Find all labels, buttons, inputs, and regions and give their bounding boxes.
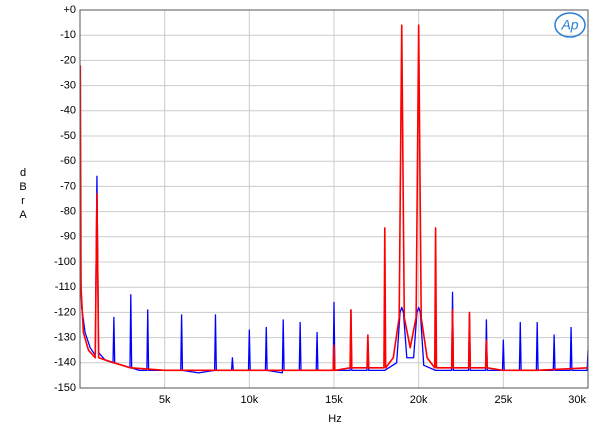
y-tick-label: +0 [63,4,76,16]
spectrum-line [80,175,588,374]
x-tick-label: 5k [159,394,171,406]
y-tick-label: -20 [60,54,76,66]
y-tick-label: -10 [60,29,76,41]
y-axis-label: dBr A [19,167,28,221]
x-tick-label: 15k [325,394,343,406]
y-tick-label: -140 [54,357,76,369]
y-tick-label: -50 [60,130,76,142]
spectrum-line [80,24,588,372]
y-tick-label: -80 [60,206,76,218]
x-axis-label: Hz [328,413,341,425]
y-tick-label: -120 [54,306,76,318]
y-tick-label: -70 [60,180,76,192]
y-tick-label: -30 [60,80,76,92]
x-tick-label: 25k [494,394,512,406]
x-tick-label: 30k [568,394,586,406]
x-tick-label: 10k [240,394,258,406]
x-tick-label: 20k [410,394,428,406]
y-tick-label: -100 [54,256,76,268]
logo: Ap [560,17,578,33]
y-tick-label: -40 [60,105,76,117]
plot-frame [79,9,589,389]
y-tick-label: -90 [60,231,76,243]
y-tick-label: -60 [60,155,76,167]
logo-ring [554,12,586,38]
y-tick-label: -150 [54,382,76,394]
y-tick-label: -110 [55,281,76,293]
y-tick-label: -130 [54,332,76,344]
